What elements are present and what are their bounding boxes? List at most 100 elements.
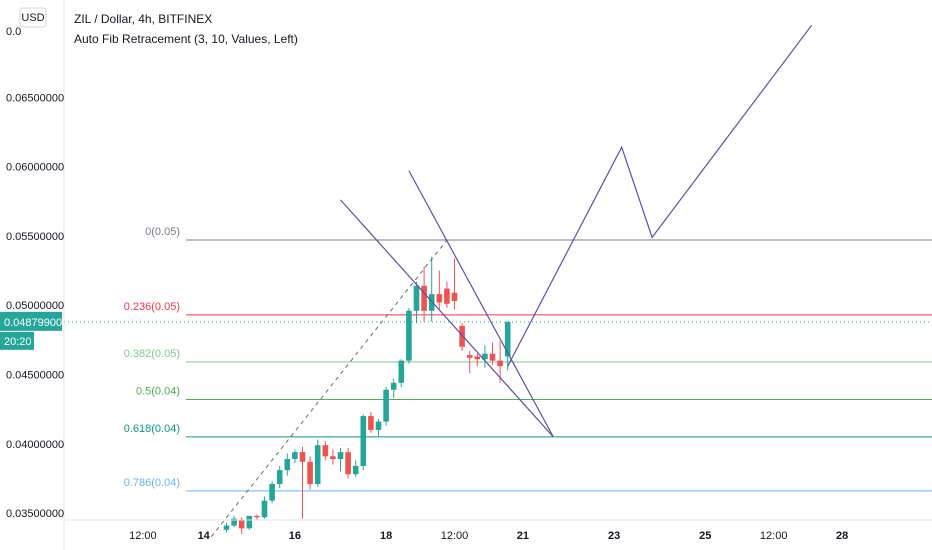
candles: [223, 256, 511, 534]
fib-level-label: 0.5(0.04): [136, 385, 180, 397]
time-tick-label: 18: [380, 530, 392, 542]
candle: [406, 307, 412, 364]
price-tick-label: 0.04500000: [6, 370, 64, 382]
fib-level-label: 0.618(0.04): [124, 423, 180, 435]
current-price-label: 0.04879900: [4, 317, 62, 329]
fib-levels: 0(0.05) 0.236(0.05) 0.382(0.05) 0.5(0.04) 0.…: [124, 226, 932, 492]
candle-body: [413, 285, 420, 311]
candle: [299, 446, 306, 519]
candle-body: [314, 445, 321, 484]
candle-body: [352, 465, 359, 475]
candle: [383, 386, 389, 426]
candle: [413, 281, 420, 324]
candle-body: [330, 456, 336, 460]
candle-body: [504, 321, 511, 357]
candle-body: [360, 416, 367, 466]
time-tick-label: 25: [699, 530, 711, 542]
candle: [398, 359, 405, 387]
candle: [314, 439, 321, 487]
candle-body: [428, 294, 435, 311]
candle: [246, 515, 253, 530]
candle-body: [390, 382, 397, 390]
time-tick-label: 12:00: [129, 530, 157, 542]
time-tick-label: 23: [608, 530, 620, 542]
candle: [322, 441, 329, 461]
price-tick-label: 0.05500000: [6, 231, 64, 243]
candle-body: [406, 310, 412, 361]
candle: [497, 341, 503, 383]
price-tick-label: 0.04000000: [6, 439, 64, 451]
candle-body: [322, 445, 329, 457]
candle-body: [299, 452, 306, 462]
time-tick-label: 12:00: [760, 530, 788, 542]
candle-body: [261, 500, 268, 518]
candle-body: [368, 416, 374, 430]
candle: [337, 447, 344, 472]
candle: [390, 378, 397, 399]
candle: [451, 258, 458, 310]
price-badge: 0.04879900 20:20: [0, 311, 62, 350]
candle-body: [231, 518, 237, 526]
time-tick-label: 28: [836, 530, 848, 542]
candle: [504, 321, 511, 371]
axes: 0.06500000 0.06000000 0.05500000 0.05000000…: [6, 0, 932, 550]
candle: [231, 515, 237, 527]
candle-body: [444, 288, 450, 304]
candle-body: [451, 292, 458, 302]
candle-body: [436, 294, 443, 303]
time-tick-label: 16: [289, 530, 301, 542]
candle: [360, 414, 367, 471]
bar-countdown: 20:20: [4, 336, 32, 348]
currency-label[interactable]: USD: [21, 12, 44, 24]
candle: [466, 350, 473, 374]
candle-body: [276, 470, 283, 484]
candle: [276, 465, 283, 489]
candle-body: [307, 461, 313, 484]
candle-body: [482, 353, 488, 360]
candle-body: [497, 360, 503, 367]
candle: [489, 342, 496, 365]
candle-body: [489, 353, 496, 361]
candle-body: [269, 483, 275, 501]
candle: [254, 514, 260, 521]
indicator-legend: Auto Fib Retracement (3, 10, Values, Lef…: [74, 32, 298, 46]
candle: [459, 323, 465, 351]
fib-trend-line: [210, 239, 448, 537]
candle: [352, 460, 359, 478]
candle-body: [254, 515, 260, 518]
candle: [292, 449, 298, 464]
candle: [345, 447, 351, 479]
candle: [428, 256, 435, 322]
price-tick-partial: 0.0: [6, 26, 21, 38]
drawings: [64, 24, 932, 537]
fib-level-label: 0(0.05): [145, 226, 180, 238]
candle: [223, 522, 230, 533]
projection-path: [507, 24, 813, 367]
candle-body: [398, 360, 405, 383]
candle: [375, 418, 382, 437]
candle-body: [292, 452, 298, 460]
candle-body: [238, 520, 245, 529]
fib-level-label: 0.236(0.05): [124, 301, 180, 313]
candle-body: [474, 356, 481, 360]
price-tick-label: 0.03500000: [6, 508, 64, 520]
candle-body: [375, 421, 382, 430]
candle-body: [223, 525, 230, 530]
candle: [482, 345, 488, 368]
candle-body: [246, 515, 253, 529]
candle-body: [345, 452, 351, 475]
price-tick-label: 0.06000000: [6, 162, 64, 174]
currency-button[interactable]: USD: [19, 7, 47, 28]
fib-level-label: 0.382(0.05): [124, 348, 180, 360]
price-tick-label: 0.05000000: [6, 300, 64, 312]
fib-level-label: 0.786(0.04): [124, 477, 180, 489]
candle: [261, 496, 268, 519]
candle: [330, 449, 336, 465]
time-tick-label: 14: [198, 530, 211, 542]
candle-body: [383, 389, 389, 422]
symbol-title: ZIL / Dollar, 4h, BITFINEX: [74, 12, 212, 26]
wedge-lower-line: [408, 170, 554, 438]
candle-body: [459, 325, 465, 347]
